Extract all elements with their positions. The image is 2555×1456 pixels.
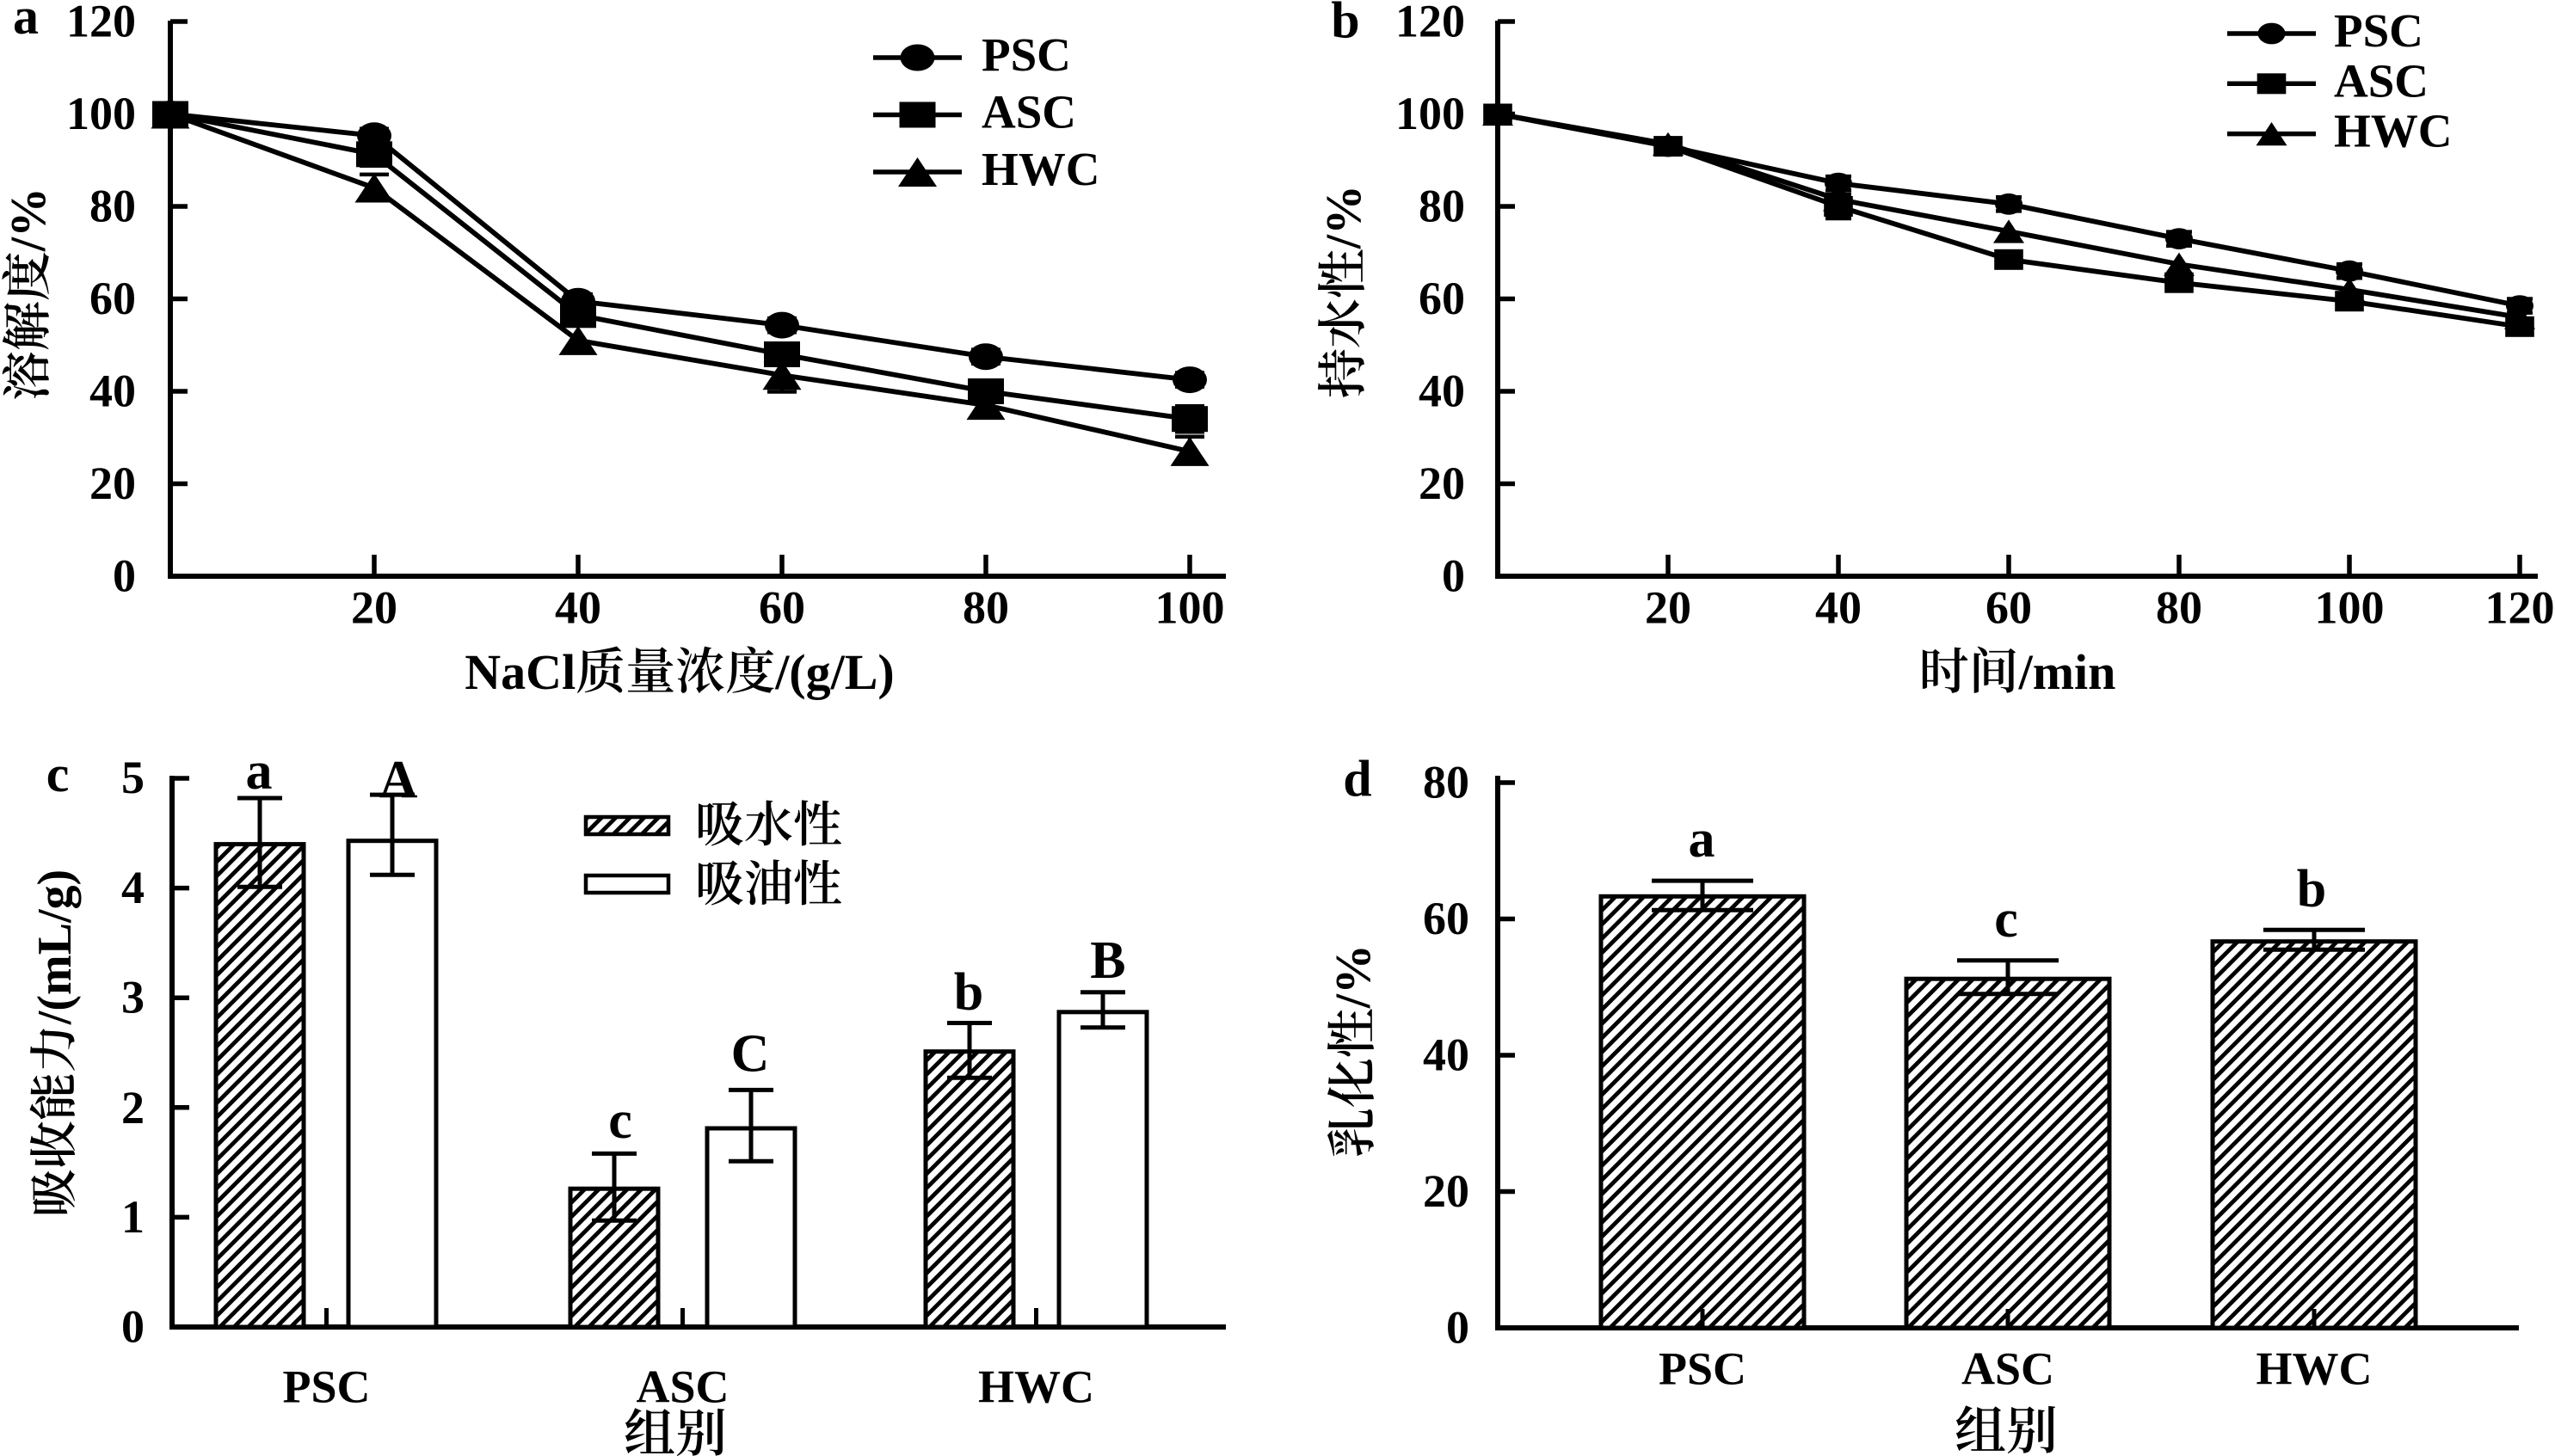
- svg-text:A: A: [379, 751, 418, 809]
- svg-text:0: 0: [113, 550, 136, 602]
- svg-text:40: 40: [1419, 366, 1465, 417]
- svg-text:60: 60: [89, 273, 136, 324]
- svg-text:/%: /%: [1325, 944, 1381, 1009]
- svg-text:100: 100: [66, 88, 136, 139]
- svg-text:B: B: [1090, 931, 1125, 990]
- svg-text:1: 1: [121, 1191, 145, 1243]
- svg-text:PSC: PSC: [1659, 1343, 1746, 1395]
- svg-text:60: 60: [759, 582, 805, 634]
- svg-text:a: a: [246, 742, 273, 801]
- svg-text:120: 120: [66, 0, 136, 47]
- svg-text:PSC: PSC: [2334, 4, 2423, 57]
- svg-text:c: c: [46, 746, 70, 802]
- svg-text:a: a: [1689, 810, 1715, 869]
- svg-text:/(g/L): /(g/L): [774, 644, 895, 700]
- svg-text:100: 100: [1395, 88, 1465, 139]
- svg-text:HWC: HWC: [2334, 105, 2453, 157]
- svg-text:b: b: [1331, 0, 1359, 49]
- svg-text:C: C: [731, 1025, 770, 1084]
- svg-text:60: 60: [1986, 582, 2032, 634]
- svg-text:HWC: HWC: [978, 1361, 1094, 1413]
- svg-text:d: d: [1343, 751, 1371, 808]
- svg-text:40: 40: [1815, 582, 1862, 634]
- svg-text:3: 3: [121, 972, 145, 1023]
- svg-text:HWC: HWC: [2256, 1343, 2373, 1395]
- svg-text:NaCl: NaCl: [465, 644, 576, 700]
- svg-text:c: c: [1994, 890, 2018, 949]
- svg-text:4: 4: [121, 862, 145, 913]
- svg-text:ASC: ASC: [1961, 1343, 2054, 1395]
- svg-text:20: 20: [1645, 582, 1691, 634]
- svg-text:20: 20: [1419, 458, 1465, 509]
- svg-text:100: 100: [1155, 582, 1225, 634]
- svg-text:PSC: PSC: [283, 1361, 371, 1413]
- svg-text:2: 2: [121, 1082, 145, 1133]
- svg-text:100: 100: [2315, 582, 2385, 634]
- svg-text:0: 0: [121, 1301, 145, 1353]
- svg-text:80: 80: [1419, 181, 1465, 232]
- svg-text:40: 40: [555, 582, 601, 634]
- svg-text:60: 60: [1419, 273, 1465, 324]
- svg-text:a: a: [13, 0, 39, 45]
- svg-text:HWC: HWC: [982, 143, 1100, 195]
- svg-text:40: 40: [1423, 1029, 1469, 1081]
- svg-text:c: c: [608, 1091, 632, 1150]
- svg-text:5: 5: [121, 752, 145, 803]
- svg-text:ASC: ASC: [637, 1361, 730, 1413]
- svg-text:0: 0: [1446, 1302, 1469, 1354]
- svg-text:b: b: [2297, 860, 2326, 918]
- svg-text:/(mL/g): /(mL/g): [28, 869, 82, 1025]
- svg-text:/%: /%: [0, 187, 56, 252]
- svg-text:120: 120: [1395, 0, 1465, 47]
- svg-text:80: 80: [89, 181, 136, 232]
- svg-text:60: 60: [1423, 893, 1469, 944]
- svg-text:80: 80: [2156, 582, 2202, 634]
- svg-text:120: 120: [2485, 582, 2555, 634]
- svg-text:ASC: ASC: [982, 86, 1076, 138]
- svg-text:PSC: PSC: [982, 28, 1071, 81]
- svg-text:/min: /min: [2018, 644, 2116, 700]
- svg-text:80: 80: [963, 582, 1009, 634]
- svg-text:ASC: ASC: [2334, 54, 2429, 107]
- svg-text:20: 20: [1423, 1165, 1469, 1217]
- svg-text:/%: /%: [1315, 185, 1371, 249]
- svg-text:20: 20: [351, 582, 397, 634]
- svg-text:80: 80: [1423, 757, 1469, 808]
- svg-text:0: 0: [1442, 550, 1465, 602]
- svg-text:b: b: [954, 963, 983, 1022]
- svg-text:40: 40: [89, 366, 136, 417]
- svg-text:20: 20: [89, 458, 136, 509]
